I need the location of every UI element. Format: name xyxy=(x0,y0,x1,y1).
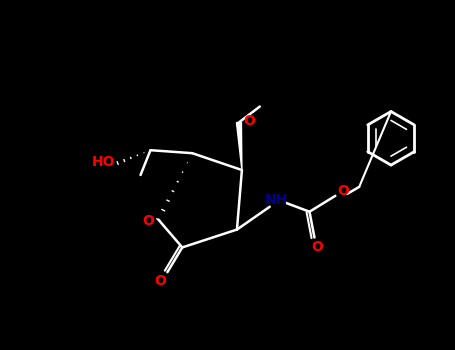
Text: HO: HO xyxy=(92,155,116,169)
Polygon shape xyxy=(237,122,242,170)
Text: O: O xyxy=(155,274,167,288)
Text: O: O xyxy=(312,240,324,254)
Text: O: O xyxy=(243,114,255,128)
Text: O: O xyxy=(337,184,349,198)
Text: NH: NH xyxy=(265,193,288,207)
Text: O: O xyxy=(142,214,154,228)
